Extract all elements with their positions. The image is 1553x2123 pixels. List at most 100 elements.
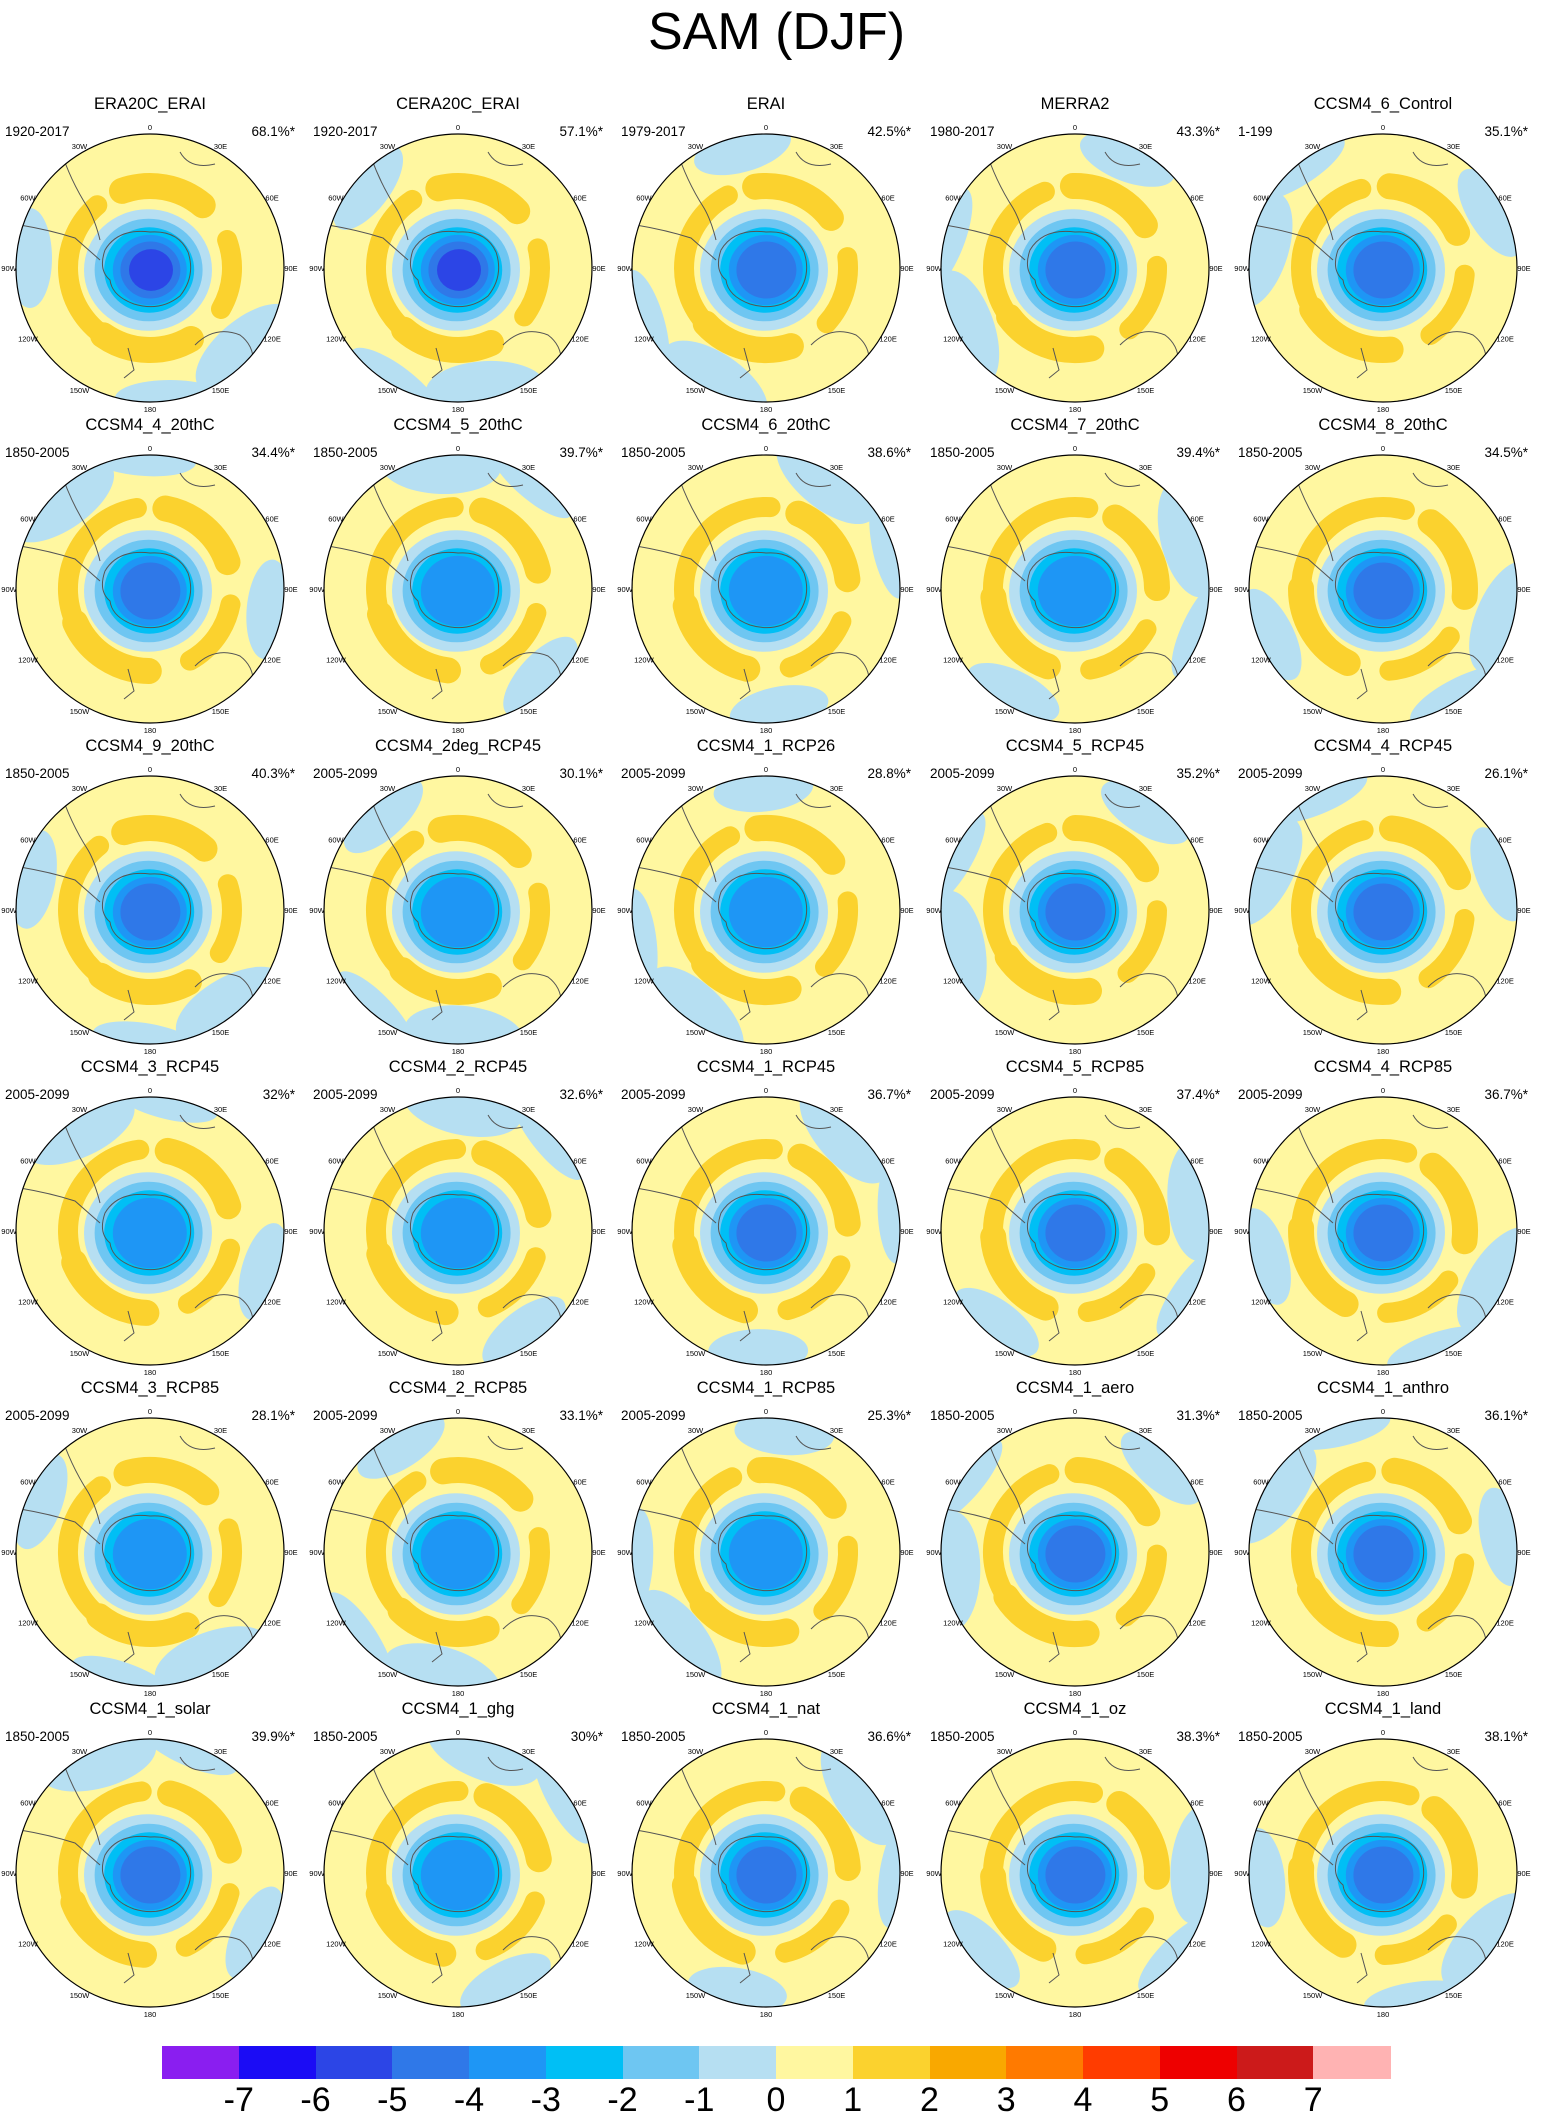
map-panel: CCSM4_6_20thC 1850-2005 38.6%* 0 30E 60E 90E 12… <box>616 411 916 735</box>
polar-map-icon: 0 30E 60E 90E 120E 150E 180 150W 120W 90W 60W 30W <box>1 1728 297 2019</box>
colorbar-swatch <box>315 2046 393 2079</box>
map-panel: CCSM4_3_RCP85 2005-2099 28.1%* 0 30E 60E 90E 12… <box>0 1374 300 1698</box>
longitude-label: 150E <box>828 707 846 716</box>
longitude-label: 120E <box>263 1298 281 1307</box>
longitude-label: 150E <box>828 1670 846 1679</box>
positive-anomaly-band <box>779 611 852 678</box>
longitude-label: 90W <box>309 1227 325 1236</box>
map-panel: CCSM4_8_20thC 1850-2005 34.5%* 0 30E 60E 90E 12… <box>1233 411 1533 735</box>
positive-anomaly-band <box>994 943 1102 1005</box>
longitude-label: 0 <box>1073 1407 1077 1416</box>
longitude-label: 60W <box>945 1799 961 1808</box>
longitude-label: 90W <box>1234 585 1250 594</box>
longitude-label: 150W <box>686 386 707 395</box>
positive-anomaly-band <box>58 498 147 639</box>
longitude-label: 120E <box>571 656 589 665</box>
longitude-label: 150E <box>1137 707 1155 716</box>
longitude-label: 120W <box>1251 977 1272 986</box>
panel-title: CCSM4_5_20thC <box>393 416 523 434</box>
positive-anomaly-band <box>1296 1576 1399 1648</box>
panel-variance-pct: 34.5%* <box>1484 445 1528 460</box>
longitude-label: 60W <box>636 194 652 203</box>
longitude-label: 90E <box>284 906 297 915</box>
polar-map-icon: 0 30E 60E 90E 120E 150E 180 150W 120W 90W 60W 30W <box>1 765 297 1056</box>
panel-period: 1850-2005 <box>5 445 70 460</box>
colorbar-tick-label: -3 <box>530 2081 561 2119</box>
colorbar-swatch <box>1083 2046 1161 2079</box>
panel-title: ERA20C_ERAI <box>94 95 206 113</box>
longitude-label: 60W <box>945 1478 961 1487</box>
panel-period: 1-199 <box>1238 124 1273 139</box>
panel-title: CCSM4_9_20thC <box>85 737 215 755</box>
longitude-label: 150W <box>1303 707 1324 716</box>
panel-period: 2005-2099 <box>1238 766 1303 781</box>
longitude-label: 120E <box>263 977 281 986</box>
positive-anomaly-band <box>1421 1796 1478 1899</box>
longitude-label: 60E <box>573 194 586 203</box>
polar-map-icon: 0 30E 60E 90E 120E 150E 180 150W 120W 90W 60W 30W <box>926 123 1222 414</box>
positive-anomaly-band <box>1291 1461 1376 1606</box>
positive-anomaly-band <box>674 1467 743 1620</box>
longitude-label: 120E <box>1496 977 1514 986</box>
positive-anomaly-band <box>1417 509 1478 610</box>
longitude-label: 90E <box>1209 264 1222 273</box>
positive-anomaly-band <box>674 185 738 339</box>
longitude-label: 180 <box>1377 2010 1390 2019</box>
longitude-label: 150E <box>1445 707 1463 716</box>
longitude-label: 30W <box>997 1747 1013 1756</box>
longitude-label: 150W <box>70 1028 91 1037</box>
longitude-label: 30E <box>522 463 535 472</box>
longitude-label: 180 <box>144 726 157 735</box>
positive-anomaly-band <box>775 1899 850 1963</box>
panel-variance-pct: 34.4%* <box>251 445 295 460</box>
longitude-label: 180 <box>1377 1047 1390 1056</box>
panel-period: 1850-2005 <box>1238 1729 1303 1744</box>
positive-anomaly-band <box>746 1456 847 1519</box>
longitude-label: 0 <box>1073 444 1077 453</box>
longitude-label: 30W <box>380 142 396 151</box>
positive-anomaly-band <box>366 497 464 631</box>
longitude-label: 150E <box>1137 1991 1155 2000</box>
longitude-label: 30E <box>1139 1747 1152 1756</box>
positive-anomaly-band <box>993 1583 1100 1647</box>
panel-period: 2005-2099 <box>5 1408 70 1423</box>
longitude-label: 150W <box>378 707 399 716</box>
longitude-label: 90W <box>1 585 17 594</box>
longitude-label: 180 <box>760 726 773 735</box>
longitude-label: 90W <box>1 1548 17 1557</box>
positive-anomaly-band <box>1290 1781 1420 1885</box>
longitude-label: 60W <box>636 1157 652 1166</box>
map-panel: CCSM4_6_Control 1-199 35.1%* 0 30E 60E 90E 120E… <box>1233 90 1533 414</box>
longitude-label: 120E <box>263 1619 281 1628</box>
longitude-label: 60W <box>1253 1157 1269 1166</box>
longitude-label: 90W <box>1234 1227 1250 1236</box>
longitude-label: 150W <box>995 1349 1016 1358</box>
longitude-label: 60E <box>1190 1157 1203 1166</box>
longitude-label: 0 <box>1073 1086 1077 1095</box>
positive-anomaly-band <box>1115 1544 1167 1627</box>
longitude-label: 30E <box>1139 784 1152 793</box>
longitude-label: 120E <box>263 1940 281 1949</box>
positive-anomaly-band <box>1062 815 1160 883</box>
panel-variance-pct: 28.8%* <box>867 766 911 781</box>
longitude-label: 30W <box>997 1426 1013 1435</box>
colorbar-swatch <box>238 2046 316 2079</box>
positive-anomaly-band <box>1299 296 1404 363</box>
panel-variance-pct: 30%* <box>570 1729 603 1744</box>
longitude-label: 90E <box>1517 585 1530 594</box>
longitude-label: 180 <box>1069 1047 1082 1056</box>
positive-anomaly-band <box>366 1780 469 1911</box>
longitude-label: 150E <box>212 386 230 395</box>
longitude-label: 60W <box>328 1157 344 1166</box>
positive-anomaly-band <box>1416 1553 1475 1632</box>
positive-anomaly-band <box>473 1783 552 1873</box>
positive-anomaly-band <box>1377 1270 1459 1323</box>
longitude-label: 150E <box>828 1349 846 1358</box>
positive-anomaly-band <box>674 1780 786 1903</box>
colorbar-tick-label: 2 <box>920 2081 939 2119</box>
longitude-label: 120W <box>18 1298 39 1307</box>
map-panel: ERA20C_ERAI 1920-2017 68.1%* 0 30E 60E 90E 120E… <box>0 90 300 414</box>
longitude-label: 90E <box>900 585 913 594</box>
longitude-label: 150W <box>686 1028 707 1037</box>
longitude-label: 30E <box>214 784 227 793</box>
